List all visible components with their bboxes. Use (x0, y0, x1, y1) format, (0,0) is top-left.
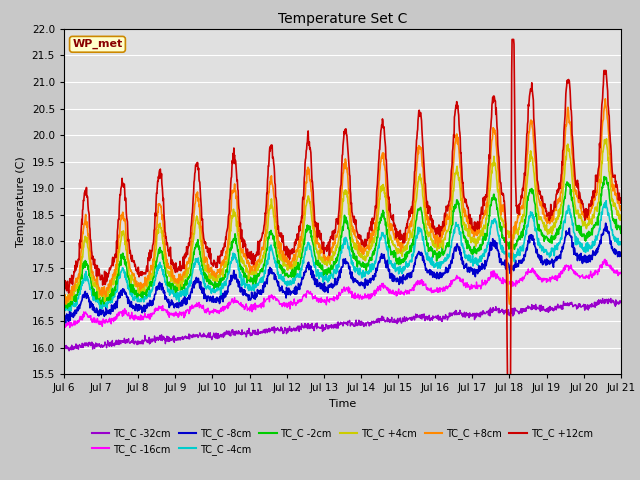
TC_C -32cm (617, 299, 625, 305)
TC_C -2cm (600, 174, 608, 180)
TC_C -16cm (617, 270, 625, 276)
TC_C +12cm (184, 245, 191, 251)
Legend: TC_C -32cm, TC_C -16cm, TC_C -8cm, TC_C -4cm, TC_C -2cm, TC_C +4cm, TC_C +8cm, T: TC_C -32cm, TC_C -16cm, TC_C -8cm, TC_C … (88, 424, 596, 459)
TC_C +12cm (170, 261, 178, 267)
Text: WP_met: WP_met (72, 39, 123, 49)
TC_C -2cm (63, 305, 71, 311)
TC_C +8cm (617, 207, 625, 213)
TC_C +12cm (504, 377, 511, 383)
Line: TC_C -8cm: TC_C -8cm (64, 223, 621, 323)
TC_C -2cm (502, 237, 509, 243)
TC_C -4cm (429, 262, 437, 267)
TC_C +12cm (429, 217, 436, 223)
Title: Temperature Set C: Temperature Set C (278, 12, 407, 26)
TC_C -8cm (602, 220, 609, 226)
TC_C -2cm (246, 274, 254, 280)
TC_C +8cm (246, 268, 254, 274)
TC_C +12cm (502, 217, 509, 223)
TC_C -16cm (246, 307, 254, 312)
TC_C -32cm (551, 303, 559, 309)
TC_C -16cm (551, 273, 559, 279)
TC_C +12cm (246, 253, 254, 259)
TC_C +8cm (429, 227, 436, 232)
TC_C -8cm (171, 302, 179, 308)
TC_C -32cm (502, 310, 509, 315)
TC_C -4cm (60, 305, 68, 311)
TC_C -8cm (617, 252, 625, 258)
TC_C -32cm (607, 296, 614, 301)
Line: TC_C -16cm: TC_C -16cm (64, 259, 621, 327)
TC_C -4cm (246, 287, 254, 293)
TC_C +4cm (171, 277, 179, 283)
TC_C -4cm (67, 308, 75, 314)
TC_C -8cm (246, 297, 254, 303)
TC_C -16cm (601, 256, 609, 262)
TC_C +8cm (502, 219, 509, 225)
Line: TC_C -4cm: TC_C -4cm (64, 201, 621, 311)
TC_C +8cm (60, 289, 68, 295)
Line: TC_C +4cm: TC_C +4cm (64, 139, 621, 304)
TC_C -2cm (184, 276, 192, 282)
TC_C -4cm (617, 239, 625, 245)
X-axis label: Time: Time (329, 399, 356, 409)
TC_C -2cm (429, 254, 437, 260)
TC_C -16cm (60, 321, 68, 327)
TC_C -2cm (60, 301, 68, 307)
TC_C -32cm (429, 315, 437, 321)
TC_C +4cm (551, 222, 559, 228)
TC_C -4cm (502, 248, 509, 254)
Line: TC_C +8cm: TC_C +8cm (64, 99, 621, 304)
TC_C +4cm (60, 296, 68, 302)
TC_C -4cm (171, 293, 179, 299)
Y-axis label: Temperature (C): Temperature (C) (16, 156, 26, 247)
TC_C -8cm (551, 257, 559, 263)
TC_C -32cm (184, 334, 192, 339)
TC_C -16cm (66, 324, 74, 330)
Line: TC_C -2cm: TC_C -2cm (64, 177, 621, 308)
TC_C +8cm (602, 96, 609, 102)
TC_C -8cm (429, 274, 437, 279)
TC_C -32cm (60, 345, 68, 350)
TC_C -4cm (551, 243, 559, 249)
TC_C -4cm (184, 284, 192, 290)
TC_C -2cm (171, 286, 179, 292)
TC_C -4cm (602, 198, 610, 204)
TC_C +4cm (429, 238, 437, 244)
TC_C +4cm (502, 220, 509, 226)
TC_C -32cm (65, 348, 73, 354)
TC_C -8cm (61, 320, 69, 325)
TC_C -16cm (184, 308, 192, 313)
TC_C +12cm (617, 200, 625, 206)
TC_C +4cm (184, 271, 192, 276)
TC_C +8cm (506, 301, 513, 307)
TC_C +4cm (617, 217, 625, 223)
TC_C -8cm (60, 319, 68, 324)
TC_C +12cm (508, 36, 516, 42)
Line: TC_C +12cm: TC_C +12cm (64, 39, 621, 380)
TC_C -32cm (246, 333, 254, 338)
TC_C -16cm (502, 280, 509, 286)
TC_C +4cm (603, 136, 611, 142)
TC_C -16cm (171, 313, 179, 319)
TC_C +4cm (246, 271, 254, 276)
TC_C +12cm (552, 204, 559, 210)
TC_C -8cm (184, 295, 192, 301)
TC_C -16cm (429, 288, 437, 293)
Line: TC_C -32cm: TC_C -32cm (64, 299, 621, 351)
TC_C -8cm (502, 266, 509, 272)
TC_C -2cm (551, 232, 559, 238)
TC_C +8cm (184, 259, 191, 264)
TC_C +8cm (551, 205, 559, 211)
TC_C +4cm (61, 301, 69, 307)
TC_C +8cm (170, 273, 178, 279)
TC_C +12cm (60, 276, 68, 281)
TC_C -2cm (617, 230, 625, 236)
TC_C -32cm (171, 336, 179, 342)
